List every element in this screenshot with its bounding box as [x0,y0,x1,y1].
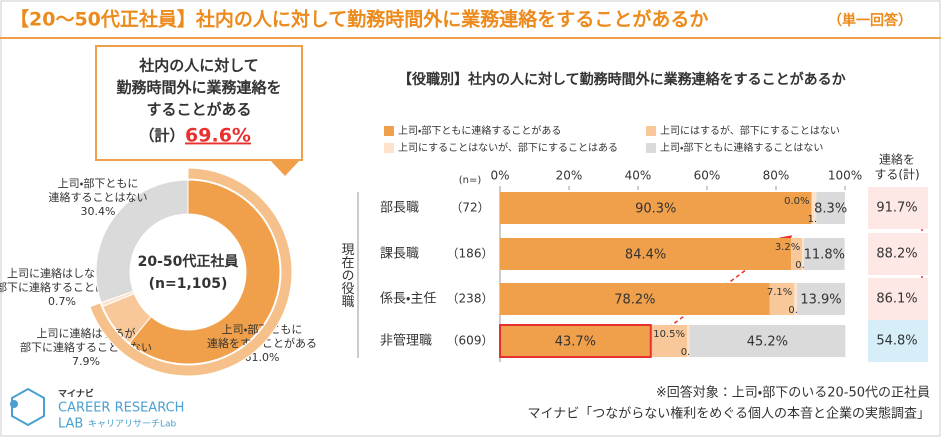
bar-value: 8.3% [814,202,847,217]
bar-value-small: 3.2% [775,242,800,253]
n-label: （186） [447,247,494,261]
logo-line: LAB [58,417,83,432]
legend-label: 上司・部下ともに連絡することはない [660,141,823,154]
total-header: 連絡を [879,153,915,167]
slice-label: 部下に連絡することはある [0,280,128,294]
slice-value: 0.7% [48,295,76,308]
slice-value: 61.0% [245,351,280,364]
legend-label: 上司にはするが、部下にすることはない [660,124,840,137]
bar-segment [794,283,798,315]
bar-value: 90.3% [635,202,676,217]
total-cell [868,320,928,362]
bar-segment [689,325,846,357]
callout-pointer [270,160,300,176]
n-label: （72） [450,201,489,215]
category-label: 非管理職 [380,334,432,349]
legend-swatch [646,126,656,136]
header-note: （単一回答） [828,12,912,29]
bar-segment [816,192,845,224]
bar-value: 78.2% [614,293,655,308]
callout-line: 社内の人に対して [138,57,259,75]
donut-slice [128,179,281,365]
logo-brand: マイナビ [58,388,94,400]
n-label: （609） [447,334,494,348]
n-label: （238） [447,292,494,306]
bar-segment [802,238,804,270]
y-axis-label: 現在の役職 [339,243,355,309]
category-label: 部長職 [380,201,419,216]
bar-value: 45.2% [747,335,788,350]
callout-line: することがある [146,101,251,119]
slice-value: 7.9% [72,355,100,368]
x-tick-label: 80% [763,169,790,183]
bar-segment [686,325,690,357]
category-label: 係長・主任 [380,292,436,307]
total-cell [868,187,928,229]
total-value: 86.1% [876,292,917,307]
logo-line: CAREER RESEARCH [58,401,184,416]
total-ring [89,167,293,377]
highlight-box [499,324,652,358]
center-label: (n=1,105) [149,276,228,292]
bar-segment [811,192,817,224]
x-tick-label: 40% [625,169,652,183]
bar-segment [500,325,651,357]
callout-total-label: （計） [139,127,184,145]
bar-value: 43.7% [555,335,596,350]
bar-value-small: 7.1% [767,287,792,298]
slice-label: 連絡することはない [49,190,148,204]
legend-swatch [384,143,394,153]
logo-dot [10,400,18,408]
bar-segment [769,283,795,315]
total-value: 91.7% [876,201,917,216]
total-header: する(計) [874,167,919,182]
bar-segment [500,192,812,224]
slice-label: 上司・部下ともに [58,177,139,190]
logo-sub: キャリアリサーチLab [88,419,177,430]
header-title: 【20～50代正社員】社内の人に対して勤務時間外に業務連絡をすることがあるか [10,8,708,31]
total-cell [868,278,928,320]
total-cell [868,233,928,275]
total-value: 88.2% [876,247,917,262]
bar-segment [500,283,770,315]
bar-value: 84.4% [625,248,666,263]
bar-segment [650,325,687,357]
legend-label: 上司にすることはないが、部下にすることはある [398,141,618,154]
center-label: 20-50代正社員 [138,253,239,270]
bar-title: 【役職別】社内の人に対して勤務時間外に業務連絡をすることがあるか [398,71,846,88]
total-value: 54.8% [876,334,917,349]
callout-line: 勤務時間外に業務連絡を [116,79,281,97]
bar-segment [500,238,792,270]
bar-segment [791,238,803,270]
bar-segment [797,283,845,315]
logo-mark [11,387,45,427]
x-tick-label: 100% [828,169,862,183]
callout-total: 69.6% [185,125,251,147]
x-tick-label: 60% [694,169,721,183]
bar-segment [803,238,845,270]
x-tick-label: 20% [556,169,583,183]
footer-line: ※回答対象：上司・部下のいる20-50代の正社員 [656,385,930,401]
donut-slice [95,179,189,304]
callout-box [95,45,303,161]
legend-label: 上司・部下ともに連絡することがある [398,124,561,137]
x-tick-label: 0% [490,169,509,183]
category-label: 課長職 [380,247,419,262]
footer-line: マイナビ「つながらない権利をめぐる個人の本音と企業の実態調査」 [528,406,930,422]
bar-value: 13.9% [800,293,841,308]
bar-value: 11.8% [804,248,845,263]
n-header: (n=) [459,175,482,186]
bar-value-small: 10.5% [653,329,685,340]
legend-swatch [646,143,656,153]
slice-value: 30.4% [81,205,116,218]
legend-swatch [384,126,394,136]
slice-label: 上司に連絡はしないが [7,266,117,280]
bar-value-small: 0.0% [784,196,809,207]
